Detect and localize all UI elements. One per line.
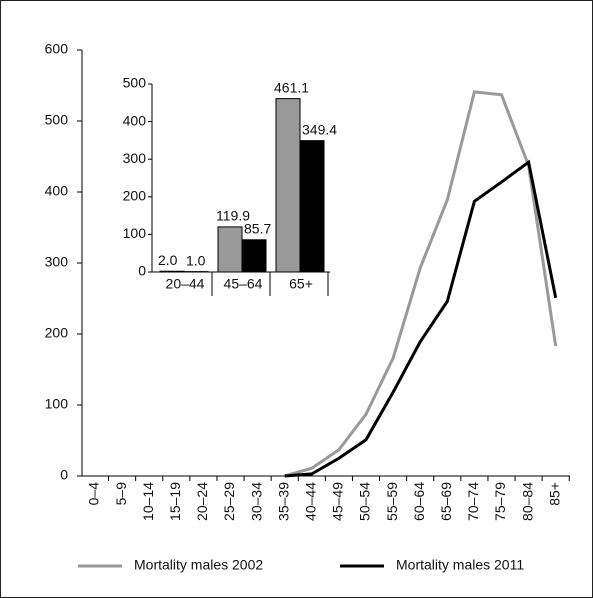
y-tick-label: 100: [45, 396, 69, 412]
y-tick-label: 200: [45, 325, 69, 341]
x-tick-label: 5–9: [113, 482, 129, 506]
line-series: [284, 159, 558, 478]
x-tick-label: 45–49: [330, 482, 346, 521]
line-series: [284, 90, 558, 478]
bar: [299, 140, 325, 273]
y-tick-label: 300: [45, 254, 69, 270]
legend-label: Mortality males 2002: [134, 557, 263, 573]
inset-x-tick-label: 20–44: [166, 276, 205, 292]
y-tick-label: 400: [45, 183, 69, 199]
x-tick-label: 60–64: [411, 482, 427, 521]
bar: [275, 98, 301, 273]
x-tick-label: 70–74: [465, 482, 481, 521]
y-tick-label: 600: [45, 41, 69, 57]
x-tick-label: 80–84: [519, 482, 535, 521]
inset-x-tick-label: 45–64: [224, 276, 263, 292]
inset-y-tick-label: 500: [123, 75, 147, 91]
value-label: 461.1: [274, 79, 309, 95]
inset-y-tick-label: 0: [138, 263, 146, 279]
y-tick-label: 500: [45, 112, 69, 128]
inset-y-tick-label: 100: [123, 225, 147, 241]
x-tick-label: 10–14: [140, 482, 156, 521]
value-label: 349.4: [302, 121, 337, 137]
value-label: 2.0: [158, 252, 178, 268]
inset-y-tick-label: 200: [123, 188, 147, 204]
value-label: 1.0: [186, 252, 206, 268]
x-tick-label: 85+: [546, 482, 562, 506]
x-tick-label: 20–24: [194, 482, 210, 521]
inset-y-tick-label: 400: [123, 112, 147, 128]
inset-y-tick-label: 300: [123, 150, 147, 166]
x-tick-label: 55–59: [384, 482, 400, 521]
x-tick-label: 75–79: [492, 482, 508, 521]
legend-label: Mortality males 2011: [396, 557, 524, 573]
inset-x-tick-label: 65+: [289, 276, 313, 292]
x-tick-label: 50–54: [357, 482, 373, 521]
bar: [241, 239, 267, 273]
value-label: 85.7: [244, 220, 271, 236]
x-tick-label: 30–34: [248, 482, 264, 521]
x-tick-label: 35–39: [275, 482, 291, 521]
bar: [159, 270, 185, 273]
x-tick-label: 25–29: [221, 482, 237, 521]
bar: [217, 226, 243, 273]
x-tick-label: 15–19: [167, 482, 183, 521]
y-tick-label: 0: [60, 467, 68, 483]
x-tick-label: 65–69: [438, 482, 454, 521]
value-label: 119.9: [216, 208, 250, 224]
x-tick-label: 0–4: [86, 482, 102, 506]
x-tick-label: 40–44: [303, 482, 319, 521]
